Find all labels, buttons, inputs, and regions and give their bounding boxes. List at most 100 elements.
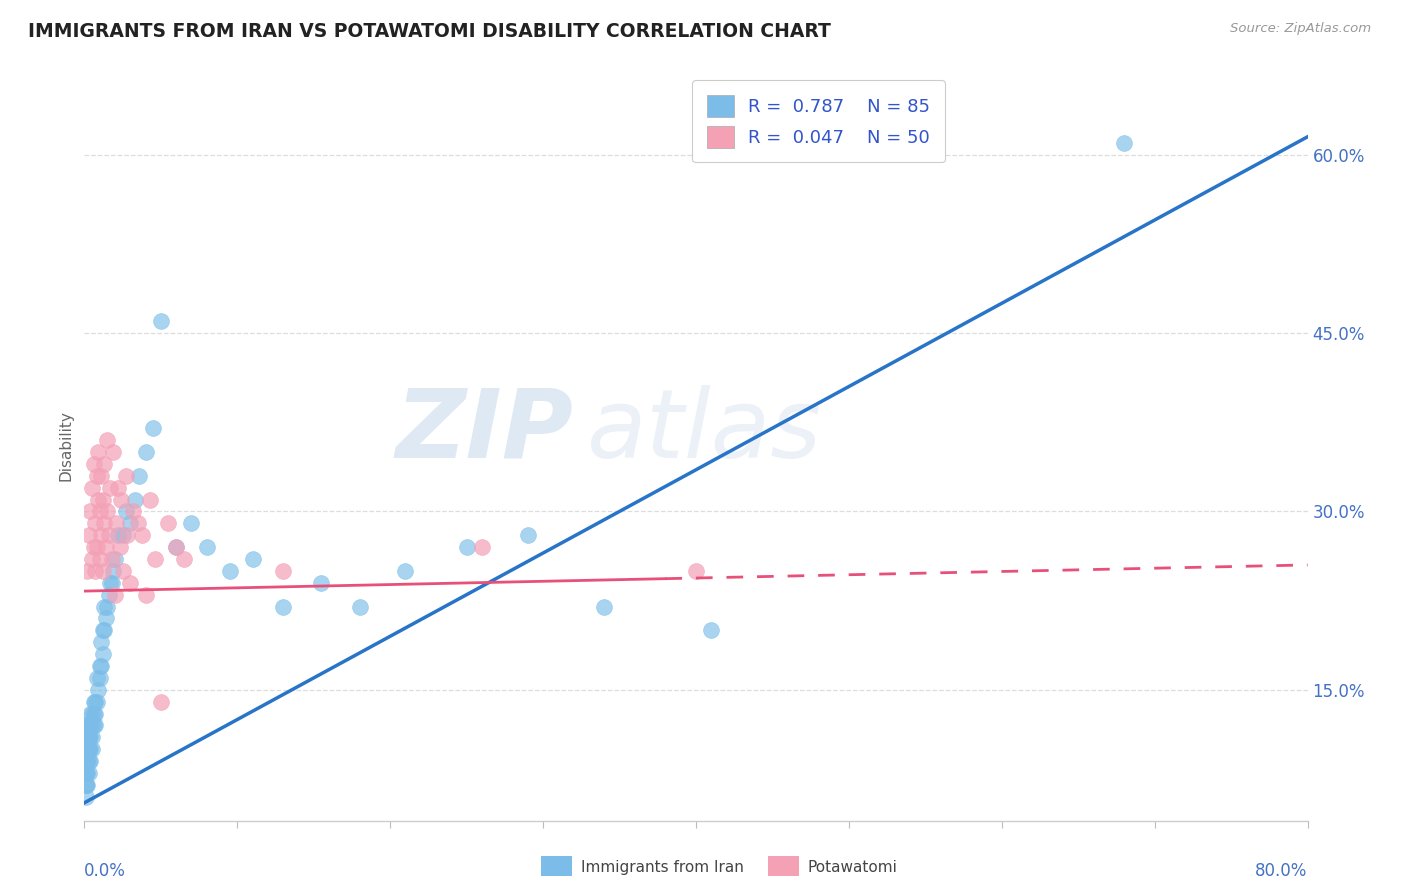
Point <box>86 468 108 483</box>
Point <box>84 718 107 732</box>
Point <box>89 659 111 673</box>
Point <box>75 742 97 756</box>
Point <box>75 778 97 792</box>
Point <box>111 564 134 578</box>
Point <box>77 742 100 756</box>
Point <box>97 528 120 542</box>
Point <box>79 731 101 745</box>
Point <box>135 588 157 602</box>
Point <box>75 731 97 745</box>
Point <box>90 659 112 673</box>
Point <box>97 588 120 602</box>
Point <box>90 468 112 483</box>
Text: IMMIGRANTS FROM IRAN VS POTAWATOMI DISABILITY CORRELATION CHART: IMMIGRANTS FROM IRAN VS POTAWATOMI DISAB… <box>28 22 831 41</box>
Point <box>101 552 124 566</box>
Point <box>218 564 240 578</box>
Point <box>76 778 98 792</box>
Point <box>76 766 98 780</box>
Point <box>80 552 103 566</box>
Point <box>96 599 118 614</box>
Point <box>80 706 103 721</box>
Point <box>79 742 101 756</box>
Point <box>75 766 97 780</box>
Point <box>142 421 165 435</box>
Legend: R =  0.787    N = 85, R =  0.047    N = 50: R = 0.787 N = 85, R = 0.047 N = 50 <box>692 80 945 162</box>
Point <box>700 624 723 638</box>
Point <box>135 445 157 459</box>
Point <box>76 718 98 732</box>
Point <box>90 528 112 542</box>
Text: Immigrants from Iran: Immigrants from Iran <box>581 860 744 874</box>
Point <box>89 504 111 518</box>
Point <box>108 540 131 554</box>
Point <box>111 528 134 542</box>
Point <box>75 766 97 780</box>
Point <box>77 528 100 542</box>
Point <box>1114 136 1136 150</box>
Point <box>127 516 149 531</box>
Y-axis label: Disability: Disability <box>58 410 73 482</box>
Point <box>76 742 98 756</box>
Point <box>87 682 110 697</box>
Point <box>101 575 124 590</box>
Point <box>76 564 98 578</box>
Point <box>77 742 100 756</box>
Point <box>76 754 98 768</box>
Point <box>79 718 101 732</box>
Point <box>149 314 172 328</box>
Point <box>143 552 166 566</box>
Point <box>139 492 162 507</box>
Point <box>516 528 538 542</box>
Point <box>91 492 114 507</box>
Point <box>593 599 616 614</box>
Point <box>89 671 111 685</box>
Point <box>87 492 110 507</box>
Point <box>115 528 138 542</box>
Point <box>77 766 100 780</box>
Point <box>75 754 97 768</box>
Point <box>83 540 105 554</box>
Text: Source: ZipAtlas.com: Source: ZipAtlas.com <box>1230 22 1371 36</box>
Point <box>242 552 264 566</box>
Point <box>75 718 97 732</box>
Point <box>75 778 97 792</box>
Point <box>165 540 187 554</box>
Point <box>94 540 117 554</box>
Point <box>91 624 114 638</box>
Point <box>79 706 101 721</box>
Point <box>86 671 108 685</box>
Point <box>84 695 107 709</box>
Point <box>77 731 100 745</box>
Point <box>98 481 121 495</box>
Point <box>77 754 100 768</box>
Point <box>87 445 110 459</box>
Point <box>77 718 100 732</box>
Point <box>349 599 371 614</box>
Point <box>77 731 100 745</box>
Point <box>173 552 195 566</box>
Point <box>311 575 333 590</box>
Point <box>180 516 202 531</box>
Point <box>80 481 103 495</box>
Point <box>75 731 97 745</box>
Point <box>86 540 108 554</box>
Point <box>104 552 127 566</box>
Point <box>195 540 218 554</box>
Point <box>83 706 105 721</box>
Point <box>120 516 142 531</box>
Point <box>103 564 125 578</box>
Point <box>75 742 97 756</box>
Point <box>86 695 108 709</box>
Point <box>165 540 187 554</box>
Point <box>75 766 97 780</box>
Point <box>157 516 180 531</box>
Point <box>75 754 97 768</box>
Point <box>394 564 416 578</box>
Point <box>149 695 172 709</box>
Point <box>105 516 128 531</box>
Point <box>76 731 98 745</box>
Point <box>91 647 114 661</box>
Point <box>471 540 494 554</box>
Point <box>107 528 129 542</box>
Point <box>124 492 146 507</box>
